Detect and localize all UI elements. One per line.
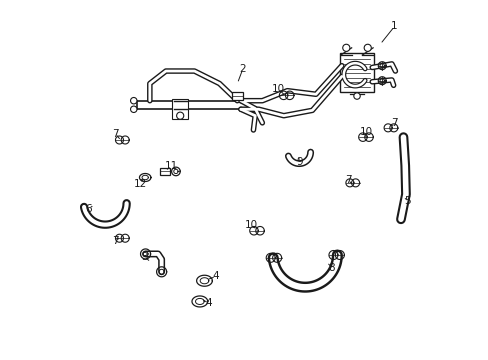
Text: 1: 1 [390, 21, 397, 31]
Text: 4: 4 [212, 271, 219, 282]
Text: 7: 7 [112, 129, 118, 139]
Text: 10: 10 [359, 127, 372, 137]
Circle shape [342, 44, 349, 51]
Text: 5: 5 [403, 197, 409, 206]
Text: 7: 7 [112, 236, 118, 246]
Text: 6: 6 [85, 203, 92, 213]
FancyBboxPatch shape [231, 93, 242, 100]
Circle shape [130, 106, 137, 112]
Text: 12: 12 [133, 179, 146, 189]
Text: 3: 3 [141, 252, 147, 262]
FancyBboxPatch shape [160, 168, 170, 175]
Text: 7: 7 [390, 118, 397, 128]
Text: 9: 9 [296, 157, 303, 167]
Circle shape [364, 44, 370, 51]
FancyBboxPatch shape [339, 53, 373, 93]
Circle shape [130, 98, 137, 104]
Text: 8: 8 [328, 262, 335, 273]
Text: 4: 4 [205, 298, 212, 308]
Text: 7: 7 [344, 175, 351, 185]
FancyBboxPatch shape [172, 99, 188, 119]
Text: 10: 10 [244, 220, 258, 230]
Text: 2: 2 [239, 64, 245, 74]
Circle shape [353, 93, 360, 99]
Text: 10: 10 [271, 84, 285, 94]
Text: 11: 11 [164, 161, 178, 171]
Circle shape [176, 112, 183, 119]
